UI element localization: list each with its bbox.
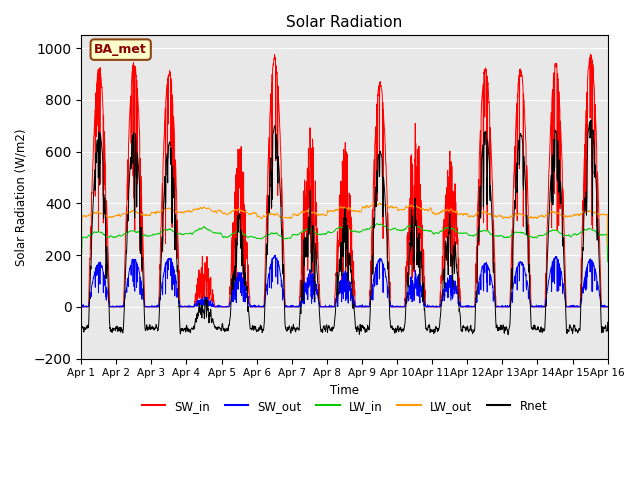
SW_out	[604, 304, 612, 310]
LW_in	[497, 233, 505, 239]
LW_in	[224, 234, 232, 240]
SW_in	[586, 51, 594, 57]
Rnet	[224, 328, 232, 334]
Rnet	[497, 322, 505, 328]
Title: Solar Radiation: Solar Radiation	[286, 15, 403, 30]
Text: BA_met: BA_met	[94, 43, 147, 56]
SW_in	[572, 304, 580, 310]
Rnet	[504, 332, 512, 337]
LW_in	[373, 221, 381, 227]
LW_in	[360, 227, 367, 232]
Y-axis label: Solar Radiation (W/m2): Solar Radiation (W/m2)	[15, 128, 28, 266]
LW_out	[557, 213, 565, 218]
Rnet	[557, 193, 565, 199]
SW_out	[77, 304, 85, 310]
SW_out	[224, 304, 232, 310]
Line: SW_out: SW_out	[81, 255, 608, 307]
SW_in	[77, 304, 85, 310]
LW_in	[77, 270, 85, 276]
Rnet	[572, 327, 580, 333]
LW_in	[557, 231, 565, 237]
LW_out	[572, 213, 580, 218]
SW_in	[604, 304, 612, 310]
LW_in	[371, 222, 379, 228]
LW_in	[572, 231, 580, 237]
SW_out	[371, 270, 379, 276]
LW_out	[371, 201, 379, 206]
Line: LW_out: LW_out	[81, 203, 608, 261]
Line: Rnet: Rnet	[81, 120, 608, 335]
LW_out	[77, 258, 85, 264]
SW_in	[557, 135, 565, 141]
LW_out	[604, 242, 612, 248]
SW_out	[557, 271, 565, 276]
LW_out	[224, 212, 232, 217]
LW_out	[360, 204, 367, 210]
SW_out	[572, 304, 580, 310]
SW_out	[360, 304, 367, 310]
SW_in	[371, 143, 379, 148]
LW_out	[497, 214, 505, 219]
Legend: SW_in, SW_out, LW_in, LW_out, Rnet: SW_in, SW_out, LW_in, LW_out, Rnet	[137, 395, 552, 417]
LW_in	[604, 259, 612, 265]
X-axis label: Time: Time	[330, 384, 359, 397]
Line: SW_in: SW_in	[81, 54, 608, 307]
SW_out	[497, 304, 505, 310]
Rnet	[588, 117, 595, 123]
SW_out	[271, 252, 279, 258]
Rnet	[604, 319, 612, 325]
Rnet	[77, 319, 85, 325]
SW_in	[360, 304, 367, 310]
SW_in	[224, 304, 232, 310]
Rnet	[371, 215, 379, 220]
Rnet	[360, 324, 367, 330]
SW_in	[497, 304, 505, 310]
LW_out	[376, 200, 383, 206]
Line: LW_in: LW_in	[81, 224, 608, 273]
